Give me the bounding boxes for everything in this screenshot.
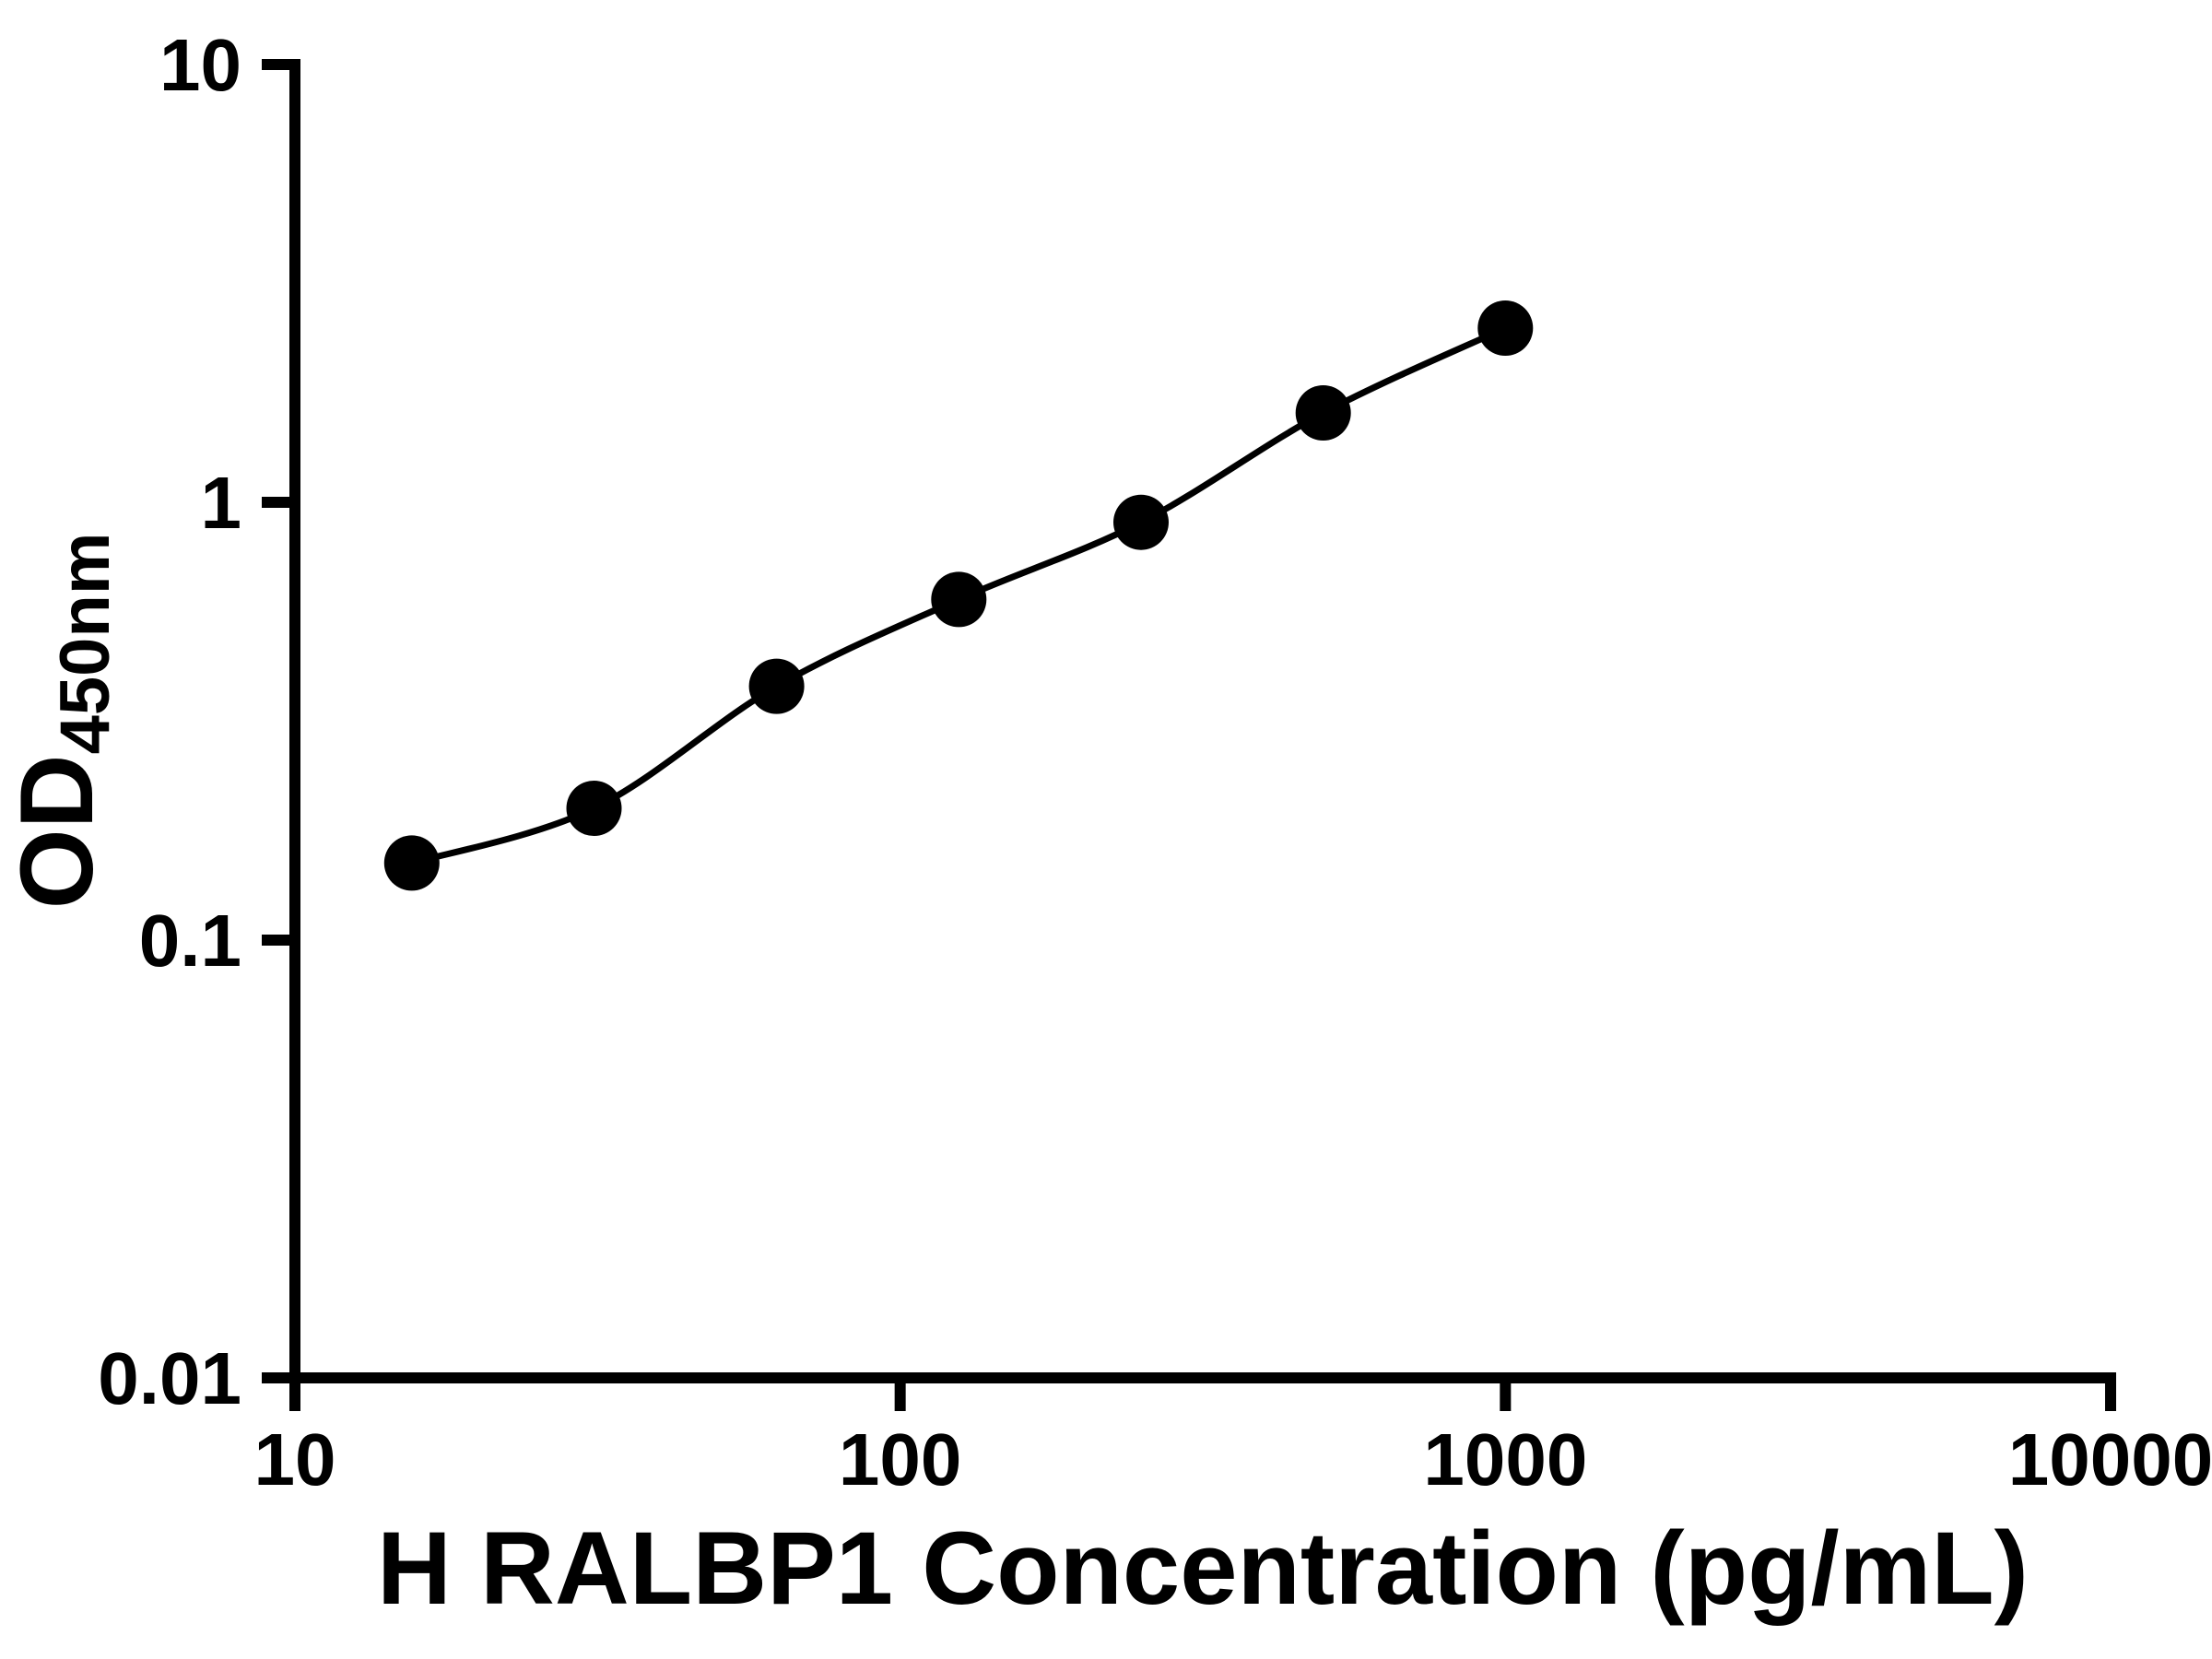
x-tick-label: 1000 — [1423, 1418, 1587, 1500]
data-point-marker — [931, 571, 987, 628]
x-axis-label: H RALBP1 Concentration (pg/mL) — [377, 1511, 2029, 1626]
x-tick-label: 100 — [839, 1418, 961, 1500]
y-tick-label: 0.01 — [98, 1337, 241, 1419]
y-tick-label: 0.1 — [139, 900, 241, 982]
data-point-marker — [1295, 385, 1351, 441]
axes: 10 100 1000 10000 0.01 0.1 1 10 — [98, 24, 2212, 1500]
y-axis-label: OD450nm — [0, 533, 124, 910]
data-point-marker — [383, 835, 440, 891]
x-tick-label: 10000 — [2008, 1418, 2212, 1500]
y-tick-label: 10 — [159, 24, 241, 106]
data-point-marker — [1113, 494, 1169, 550]
data-point-marker — [748, 658, 805, 714]
data-point-marker — [566, 781, 622, 836]
data-series — [383, 300, 1534, 891]
y-axis-label-subscript: 450nm — [46, 533, 124, 755]
data-point-marker — [1477, 300, 1534, 356]
x-tick-label: 10 — [254, 1418, 336, 1500]
y-axis-label-main: OD — [0, 754, 114, 909]
y-tick-label: 1 — [201, 462, 242, 544]
